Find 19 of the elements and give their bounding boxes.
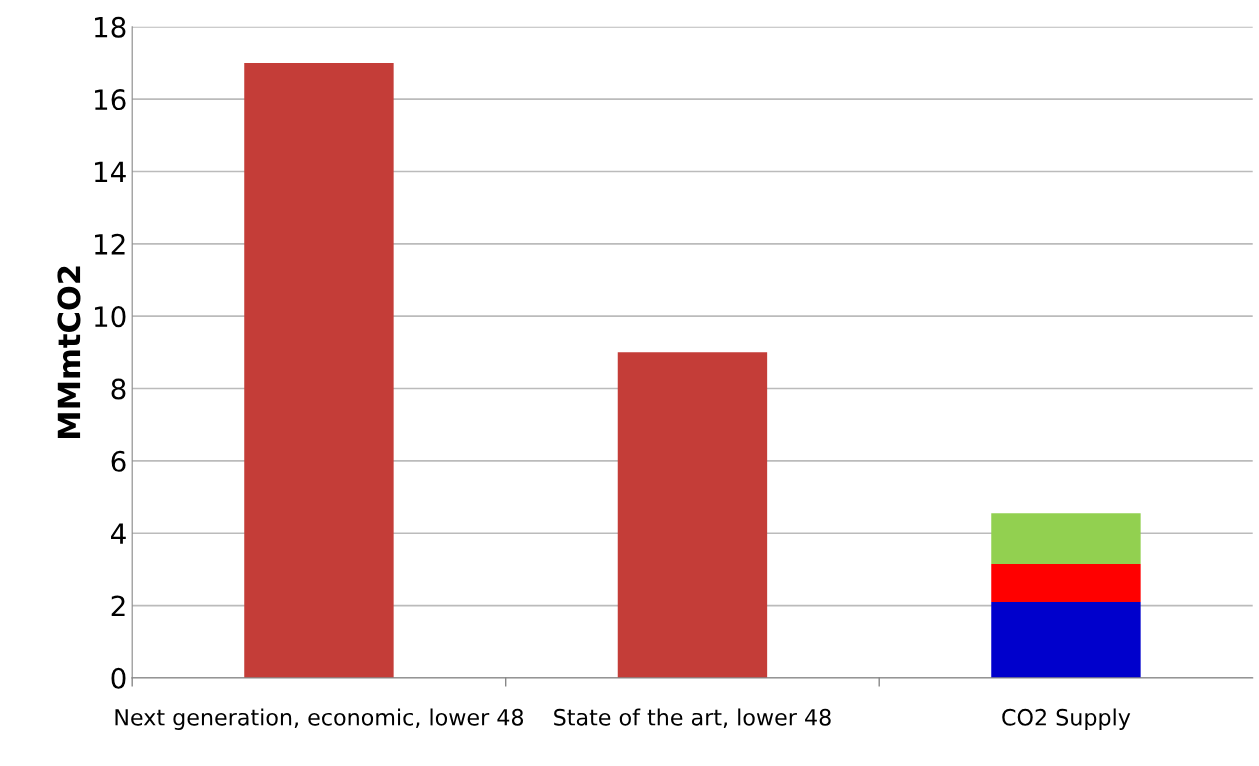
y-tick-label: 16 [95, 89, 126, 111]
x-tick-label: Next generation, economic, lower 48 [115, 708, 524, 730]
y-tick-label: 12 [95, 233, 125, 255]
y-tick-label: 8 [111, 378, 126, 400]
y-axis-title: MMmtCO2 [57, 266, 81, 439]
bar [244, 62, 394, 678]
y-tick-label: 4 [111, 523, 126, 544]
y-tick-label: 10 [95, 306, 126, 328]
bar [991, 601, 1141, 678]
y-tick-label: 14 [95, 161, 126, 183]
y-tick-label: 2 [111, 595, 125, 617]
bar [991, 563, 1141, 602]
y-tick-label: 6 [111, 450, 126, 472]
x-tick-label: CO2 Supply [1002, 708, 1131, 730]
bar [991, 513, 1141, 564]
bar [617, 352, 768, 678]
x-tick-label: State of the art, lower 48 [554, 708, 831, 728]
y-tick-label: 18 [95, 16, 126, 38]
y-tick-label: 0 [111, 667, 126, 689]
